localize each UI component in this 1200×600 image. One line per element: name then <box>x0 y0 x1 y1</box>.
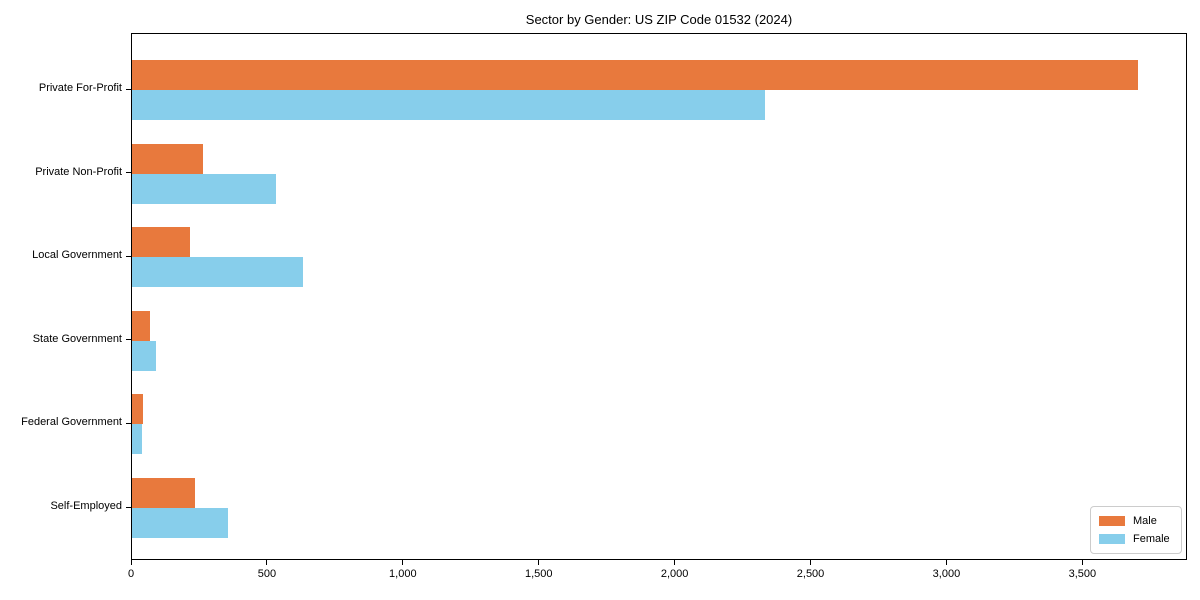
y-tick-mark-0 <box>126 88 131 90</box>
x-tick-label-3: 1,500 <box>524 568 553 580</box>
bar-male-3 <box>132 310 150 341</box>
chart-title: Sector by Gender: US ZIP Code 01532 (202… <box>525 12 793 27</box>
y-tick-label-3: State Government <box>32 332 122 345</box>
x-tick-mark-1 <box>266 560 268 565</box>
bar-male-1 <box>132 143 203 174</box>
bar-female-2 <box>132 257 304 288</box>
x-tick-mark-5 <box>810 560 812 565</box>
legend-row-female: Female <box>1099 533 1173 545</box>
bar-male-4 <box>132 394 143 425</box>
y-tick-mark-1 <box>126 172 131 174</box>
y-tick-mark-5 <box>126 506 131 508</box>
x-tick-mark-2 <box>402 560 404 565</box>
legend-label-male: Male <box>1133 515 1157 527</box>
x-tick-label-5: 2,500 <box>796 568 825 580</box>
y-tick-mark-4 <box>126 422 131 424</box>
y-tick-label-5: Self-Employed <box>50 500 122 512</box>
y-tick-label-4: Federal Government <box>21 416 122 429</box>
x-tick-label-7: 3,500 <box>1068 568 1097 580</box>
legend: Male Female <box>1090 506 1182 554</box>
x-tick-mark-6 <box>945 560 947 565</box>
y-tick-label-0: Private For-Profit <box>38 82 122 94</box>
male-series-swatch <box>1099 516 1125 526</box>
x-tick-label-6: 3,000 <box>932 568 961 580</box>
x-tick-mark-0 <box>130 560 132 565</box>
y-tick-mark-2 <box>126 255 131 257</box>
female-series-swatch <box>1099 534 1125 544</box>
legend-label-female: Female <box>1133 533 1170 545</box>
x-tick-label-1: 500 <box>257 568 277 580</box>
x-tick-mark-4 <box>674 560 676 565</box>
x-tick-label-0: 0 <box>127 568 135 580</box>
x-tick-label-4: 2,000 <box>660 568 689 580</box>
x-tick-mark-7 <box>1081 560 1083 565</box>
bar-female-1 <box>132 173 277 204</box>
bar-female-3 <box>132 340 157 371</box>
y-tick-mark-3 <box>126 339 131 341</box>
y-tick-label-1: Private Non-Profit <box>35 165 122 178</box>
plot-area <box>131 33 1187 560</box>
bar-female-5 <box>132 508 229 538</box>
bar-male-2 <box>132 227 191 258</box>
bar-male-0 <box>132 60 1138 90</box>
bar-female-4 <box>132 424 142 455</box>
x-tick-label-2: 1,000 <box>389 568 417 580</box>
bar-male-5 <box>132 478 195 508</box>
x-tick-mark-3 <box>538 560 540 565</box>
bar-female-0 <box>132 90 766 120</box>
legend-row-male: Male <box>1099 515 1173 527</box>
y-tick-label-2: Local Government <box>32 249 122 262</box>
